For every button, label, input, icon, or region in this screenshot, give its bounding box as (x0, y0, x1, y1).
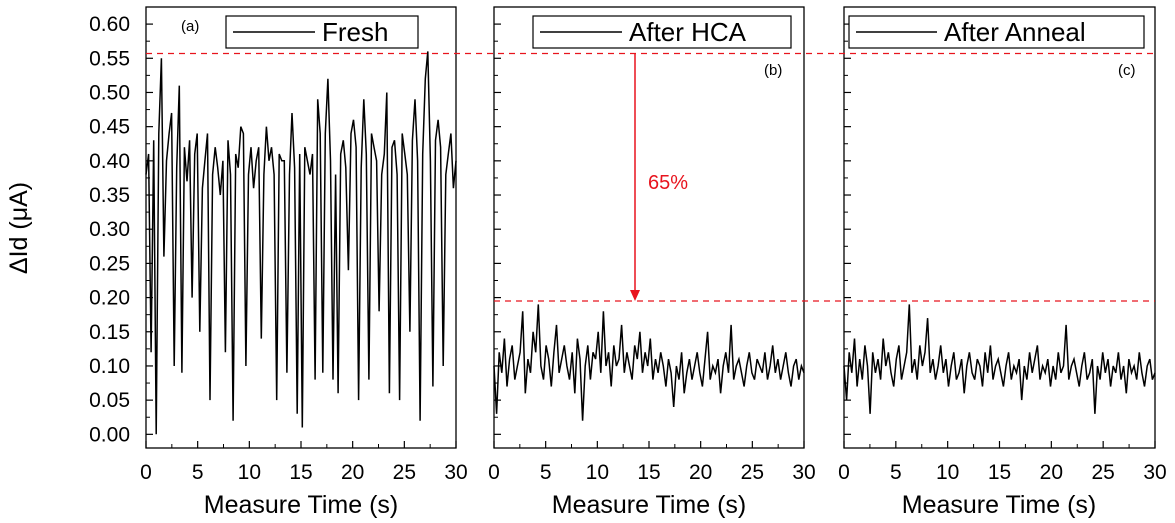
panel-tag-c: (c) (1118, 62, 1136, 79)
plot-frame-c (843, 6, 1156, 449)
y-ticks-b (494, 6, 501, 435)
x-axis-title-b: Measure Time (s) (552, 491, 746, 519)
panel-tag-a: (a) (181, 18, 199, 35)
panel-tag-b: (b) (764, 62, 782, 79)
y-tick-label: 0.35 (89, 184, 130, 207)
x-tick-label: 0 (488, 461, 500, 484)
y-tick-label: 0.40 (89, 150, 130, 173)
x-tick-label: 20 (341, 461, 364, 484)
x-tick-label: 5 (890, 461, 902, 484)
x-tick-label: 5 (192, 461, 204, 484)
plot-frame-b (493, 6, 805, 449)
x-axis-title-a: Measure Time (s) (204, 491, 398, 519)
reduction-label: 65% (648, 172, 688, 194)
x-tick-label: 5 (540, 461, 552, 484)
series-line-after-anneal (843, 304, 1156, 414)
x-tick-label: 0 (140, 461, 152, 484)
legend-label-a: Fresh (322, 17, 388, 47)
x-tick-label: 25 (393, 461, 416, 484)
y-tick-labels: 0.00 0.05 0.10 0.15 0.20 0.25 0.30 0.35 0.40 0.45… (89, 13, 130, 446)
x-tick-label: 25 (741, 461, 764, 484)
y-tick-label: 0.15 (89, 321, 130, 344)
series-line-fresh (145, 51, 457, 435)
panel-b: 0 5 10 15 20 25 30 (b) After HCA 65% (488, 6, 816, 484)
x-tick-label: 10 (238, 461, 261, 484)
x-tick-label: 15 (289, 461, 312, 484)
y-tick-label: 0.50 (89, 81, 130, 104)
y-tick-label: 0.00 (89, 423, 130, 446)
legend-label-b: After HCA (629, 17, 747, 47)
x-axis-title-c: Measure Time (s) (902, 491, 1096, 519)
x-tick-label: 0 (838, 461, 850, 484)
reduction-arrow-head (630, 290, 640, 301)
x-tick-label: 15 (988, 461, 1011, 484)
y-tick-label: 0.10 (89, 355, 130, 378)
x-tick-label: 15 (637, 461, 660, 484)
x-tick-label: 10 (586, 461, 609, 484)
x-tick-label: 30 (792, 461, 815, 484)
x-tick-label: 10 (936, 461, 959, 484)
x-tick-label: 20 (689, 461, 712, 484)
y-tick-label: 0.20 (89, 287, 130, 310)
y-tick-label: 0.55 (89, 47, 130, 70)
x-tick-label: 30 (1143, 461, 1166, 484)
x-tick-label: 25 (1091, 461, 1114, 484)
x-tick-label: 30 (444, 461, 467, 484)
y-tick-label: 0.45 (89, 116, 130, 139)
y-tick-label: 0.60 (89, 13, 130, 36)
x-tick-label: 20 (1040, 461, 1063, 484)
y-tick-label: 0.25 (89, 252, 130, 275)
x-ticks-a: 0 5 10 15 20 25 30 (140, 441, 468, 484)
y-axis-title: ΔId (μA) (5, 182, 33, 274)
series-line-after-hca (493, 304, 805, 421)
y-tick-label: 0.30 (89, 218, 130, 241)
x-ticks-b: 0 5 10 15 20 25 30 (488, 441, 816, 484)
y-tick-label: 0.05 (89, 389, 130, 412)
panel-a: 0 5 10 15 20 25 30 (a) Fresh (140, 6, 468, 484)
x-ticks-c: 0 5 10 15 20 25 30 (838, 441, 1167, 484)
legend-label-c: After Anneal (944, 17, 1086, 47)
panel-c: 0 5 10 15 20 25 30 (c) After Anneal (838, 6, 1167, 484)
